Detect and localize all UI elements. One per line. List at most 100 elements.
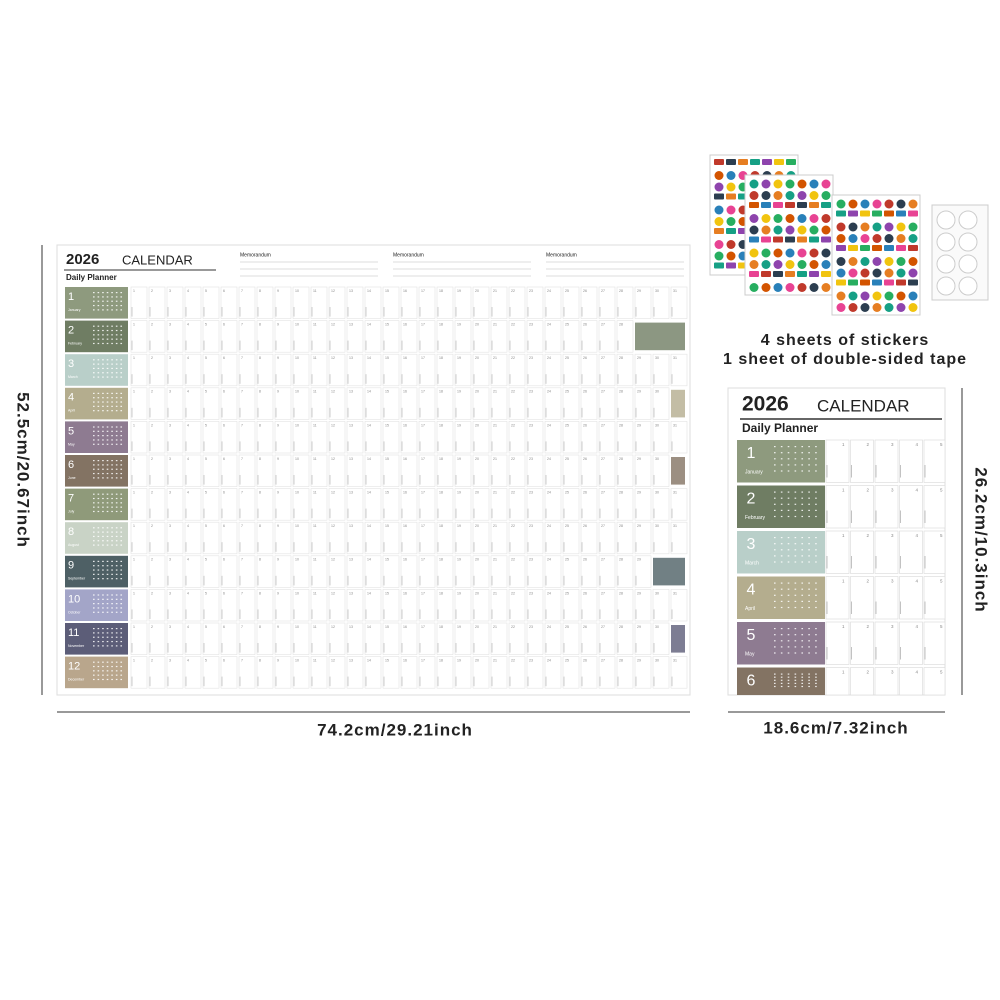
day-cell xyxy=(454,589,472,622)
day-number: 28 xyxy=(619,457,623,461)
sticker xyxy=(773,271,783,277)
mini-calendar-dot xyxy=(93,296,95,298)
day-number: 17 xyxy=(421,423,425,427)
day-number: 16 xyxy=(403,323,407,327)
mini-calendar-dot xyxy=(794,515,797,518)
mini-calendar-dot xyxy=(120,603,123,605)
mini-calendar-dot xyxy=(120,338,123,340)
day-number: 5 xyxy=(205,423,207,427)
day-number: 27 xyxy=(601,524,605,528)
day-cell xyxy=(292,521,310,555)
mini-calendar-dot xyxy=(102,460,104,462)
day-cell xyxy=(634,555,652,588)
mini-calendar-dot xyxy=(102,674,104,676)
day-number: 26 xyxy=(583,390,587,394)
mini-calendar-dot xyxy=(115,367,118,370)
day-cell xyxy=(490,454,508,487)
day-number: 19 xyxy=(457,558,461,562)
day-cell xyxy=(256,589,274,622)
mini-calendar-dot xyxy=(106,367,109,370)
sticker xyxy=(860,291,870,301)
mini-calendar-dot xyxy=(111,632,113,634)
sticker xyxy=(749,248,759,258)
month-name: September xyxy=(68,577,86,581)
mini-calendar-dot xyxy=(93,304,95,307)
mini-calendar-dot xyxy=(801,555,804,557)
sticker xyxy=(908,210,918,217)
day-cell xyxy=(256,387,274,420)
day-number: 2 xyxy=(151,457,153,461)
mini-calendar-dot xyxy=(93,376,95,378)
day-number: 5 xyxy=(205,289,207,293)
sticker xyxy=(872,291,882,301)
mini-calendar-dot xyxy=(102,531,104,533)
day-number: 19 xyxy=(457,390,461,394)
mini-calendar-dot xyxy=(97,397,100,399)
mini-calendar-dot xyxy=(774,515,776,518)
mini-calendar-dot xyxy=(106,392,109,394)
day-number: 9 xyxy=(277,289,279,293)
day-cell xyxy=(874,439,899,483)
sticker xyxy=(848,291,858,301)
day-cell xyxy=(400,488,418,521)
mini-calendar-dot xyxy=(120,607,123,609)
mini-calendar-dot xyxy=(780,594,783,596)
day-number: 13 xyxy=(349,323,353,327)
day-cell xyxy=(634,622,652,655)
mini-calendar-dot xyxy=(115,309,118,311)
mini-calendar-dot xyxy=(808,634,810,636)
mini-calendar-dot xyxy=(115,468,118,470)
mini-calendar-dot xyxy=(801,561,804,563)
day-number: 15 xyxy=(385,491,389,495)
mini-calendar-dot xyxy=(808,676,810,678)
day-cell xyxy=(238,521,256,555)
mini-calendar-dot xyxy=(774,549,776,551)
mini-calendar-dot xyxy=(102,645,104,647)
mini-calendar-dot xyxy=(97,359,100,361)
sticker xyxy=(726,171,736,180)
mini-calendar-dot xyxy=(808,646,810,648)
mini-calendar-dot xyxy=(106,560,109,562)
dimension-label: 74.2cm/29.21inch xyxy=(317,720,473,739)
day-cell xyxy=(526,589,544,622)
mini-calendar-dot xyxy=(815,464,817,466)
day-cell xyxy=(490,656,508,689)
day-cell xyxy=(274,622,292,655)
mini-calendar-dot xyxy=(787,679,790,681)
mini-calendar-dot xyxy=(111,342,113,345)
sticker xyxy=(908,222,918,232)
memo-label: Memorandum xyxy=(240,252,271,258)
mini-calendar-dot xyxy=(111,598,113,600)
day-number: 12 xyxy=(331,289,335,293)
day-cell xyxy=(382,286,400,319)
sticker xyxy=(872,279,882,286)
day-cell xyxy=(382,656,400,689)
mini-calendar-dot xyxy=(780,503,783,505)
day-cell xyxy=(850,621,874,665)
day-cell xyxy=(364,622,382,655)
day-number: 19 xyxy=(457,659,461,663)
day-number: 26 xyxy=(583,356,587,360)
mini-calendar-dot xyxy=(780,652,783,654)
mini-calendar-dot xyxy=(111,510,113,513)
day-number: 1 xyxy=(133,524,135,528)
mini-calendar-dot xyxy=(774,464,776,466)
month-swatch xyxy=(65,488,128,521)
day-cell xyxy=(562,622,580,655)
day-cell xyxy=(238,555,256,588)
mini-calendar-dot xyxy=(115,392,118,394)
day-cell xyxy=(184,421,202,454)
mini-calendar-dot xyxy=(97,439,100,441)
day-cell xyxy=(562,656,580,689)
mini-calendar-dot xyxy=(111,367,113,370)
mini-calendar-dot xyxy=(115,292,118,294)
mini-calendar-dot xyxy=(120,325,123,327)
mini-calendar-dot xyxy=(808,640,810,642)
mini-calendar-dot xyxy=(115,304,118,307)
day-cell xyxy=(418,421,436,454)
month-swatch xyxy=(65,555,128,588)
mini-calendar-dot xyxy=(808,679,810,681)
tape-dot xyxy=(958,254,978,274)
day-number: 12 xyxy=(331,457,335,461)
